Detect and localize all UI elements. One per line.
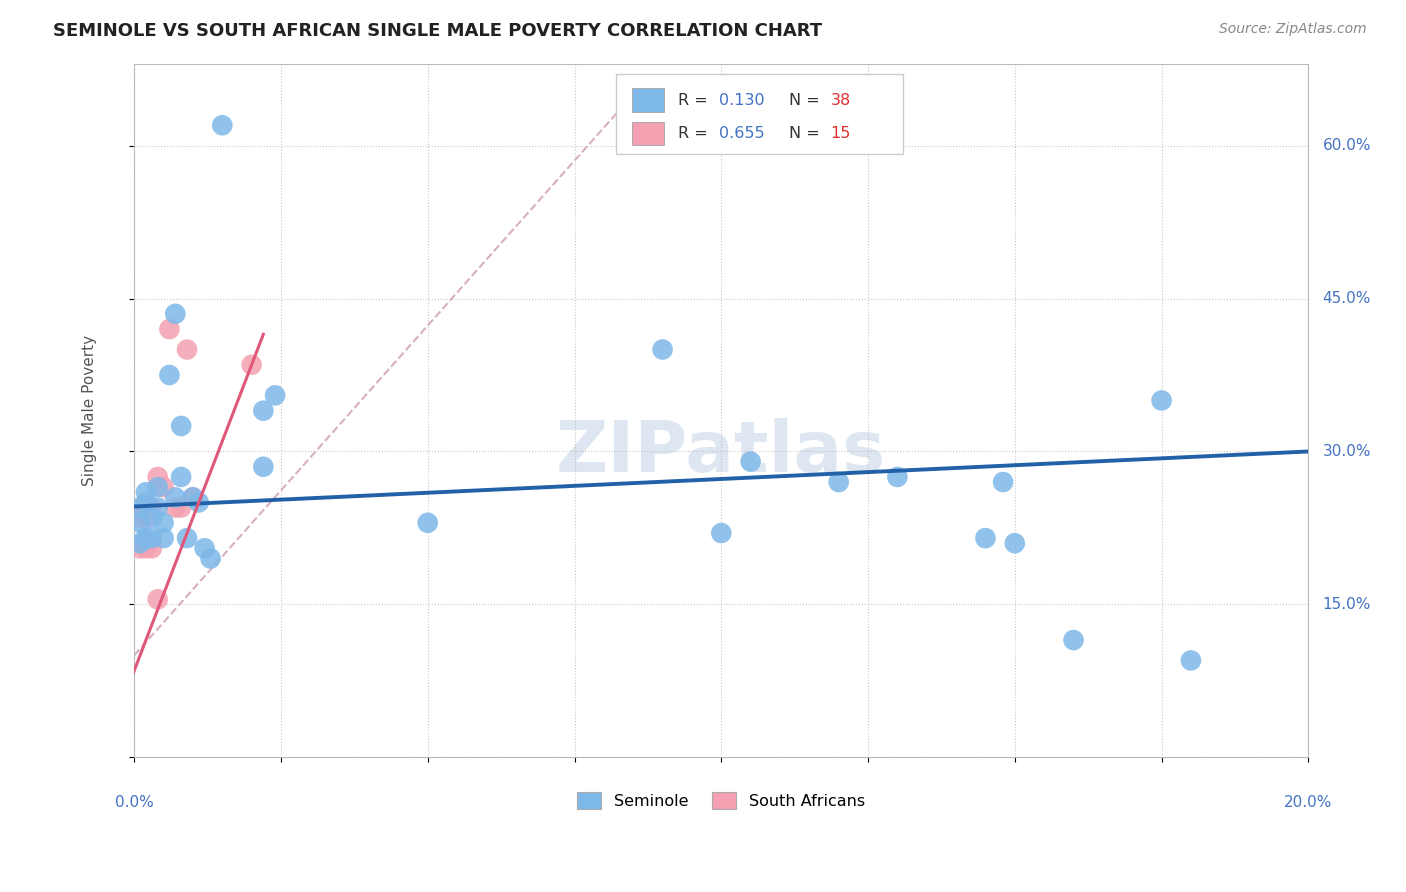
Point: [152, 531, 174, 545]
Text: 30.0%: 30.0%: [1323, 444, 1371, 459]
Point: [170, 419, 193, 434]
Point: [252, 459, 274, 474]
Point: [170, 470, 193, 484]
Point: [146, 470, 169, 484]
Point: [181, 491, 204, 505]
Point: [974, 531, 997, 545]
Point: [828, 475, 851, 489]
Text: 38: 38: [831, 93, 851, 108]
FancyBboxPatch shape: [633, 121, 664, 145]
Point: [141, 531, 163, 545]
Point: [135, 541, 157, 556]
Text: 20.0%: 20.0%: [1284, 796, 1333, 811]
Point: [135, 495, 157, 509]
Point: [152, 516, 174, 530]
Point: [135, 510, 157, 524]
Point: [710, 526, 733, 541]
Point: [135, 531, 157, 545]
Point: [170, 500, 193, 515]
Point: [200, 551, 222, 566]
Point: [264, 388, 287, 402]
Legend: Seminole, South Africans: Seminole, South Africans: [571, 786, 872, 815]
Point: [146, 500, 169, 515]
Point: [181, 491, 204, 505]
Text: 0.655: 0.655: [718, 126, 765, 141]
Point: [165, 307, 187, 321]
Point: [129, 516, 152, 530]
Point: [240, 358, 263, 372]
Point: [141, 500, 163, 515]
Point: [176, 343, 198, 357]
Point: [1150, 393, 1173, 408]
Text: 45.0%: 45.0%: [1323, 291, 1371, 306]
Point: [129, 510, 152, 524]
Text: R =: R =: [678, 93, 713, 108]
Point: [1180, 653, 1202, 667]
Text: SEMINOLE VS SOUTH AFRICAN SINGLE MALE POVERTY CORRELATION CHART: SEMINOLE VS SOUTH AFRICAN SINGLE MALE PO…: [53, 22, 823, 40]
Text: 15.0%: 15.0%: [1323, 597, 1371, 612]
Text: 60.0%: 60.0%: [1323, 138, 1371, 153]
Point: [991, 475, 1014, 489]
Point: [176, 531, 198, 545]
Point: [129, 536, 152, 550]
Point: [129, 541, 152, 556]
Point: [416, 516, 439, 530]
FancyBboxPatch shape: [616, 74, 903, 154]
Text: 15: 15: [831, 126, 851, 141]
Point: [135, 485, 157, 500]
Point: [159, 368, 181, 382]
Point: [1063, 633, 1085, 648]
Point: [146, 480, 169, 494]
Point: [194, 541, 217, 556]
Point: [165, 500, 187, 515]
Text: N =: N =: [789, 93, 825, 108]
Text: Single Male Poverty: Single Male Poverty: [82, 335, 97, 486]
Point: [252, 403, 274, 417]
Text: 0.130: 0.130: [718, 93, 765, 108]
Text: N =: N =: [789, 126, 825, 141]
Point: [141, 510, 163, 524]
Point: [129, 500, 152, 515]
Point: [152, 480, 174, 494]
Point: [651, 343, 673, 357]
Text: 0.0%: 0.0%: [115, 796, 153, 811]
FancyBboxPatch shape: [633, 88, 664, 112]
Text: ZIPatlas: ZIPatlas: [557, 417, 886, 487]
Point: [1004, 536, 1026, 550]
Point: [141, 541, 163, 556]
Text: R =: R =: [678, 126, 713, 141]
Point: [146, 592, 169, 607]
Text: Source: ZipAtlas.com: Source: ZipAtlas.com: [1219, 22, 1367, 37]
Point: [886, 470, 908, 484]
Point: [165, 491, 187, 505]
Point: [159, 322, 181, 336]
Point: [187, 495, 209, 509]
Point: [740, 455, 762, 469]
Point: [211, 118, 233, 132]
